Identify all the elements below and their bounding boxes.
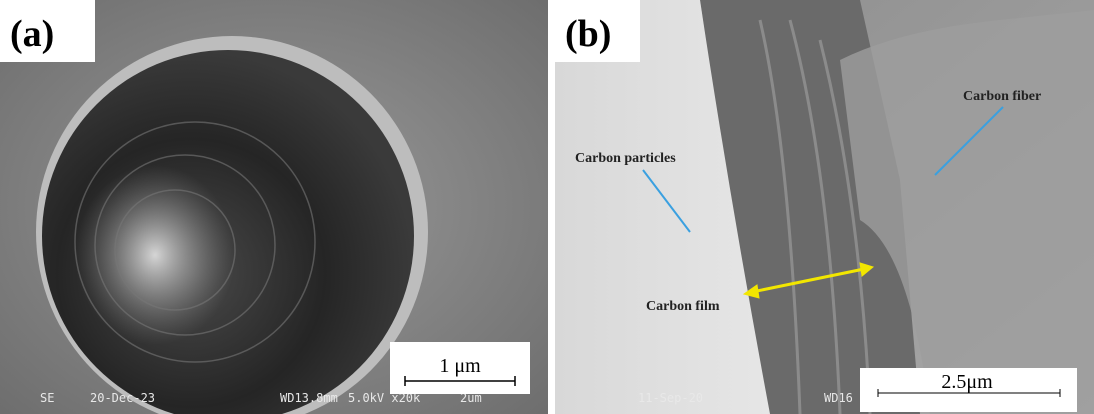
annotation: Carbon fiber [963, 89, 1041, 104]
panel-b: (b) 11-Sep-20 WD16 2.5μm Carbon particle… [555, 0, 1094, 414]
panel-a: (a) SE 20-Dec-23 WD13.8mm 5.0kV x20k 2um… [0, 0, 548, 414]
scale-bar-label: 2.5μm [941, 371, 993, 393]
panel-label: (b) [565, 13, 611, 55]
figure: (a) SE 20-Dec-23 WD13.8mm 5.0kV x20k 2um… [0, 0, 1094, 414]
sem-info: 20-Dec-23 [90, 391, 155, 405]
sem-info: WD16 [824, 391, 853, 405]
swirl [75, 165, 235, 345]
sem-info: 11-Sep-20 [638, 391, 703, 405]
annotation: Carbon particles [575, 151, 676, 166]
panel-label: (a) [10, 13, 54, 55]
sem-info: SE [40, 391, 54, 405]
sem-info: WD13.8mm [280, 391, 338, 405]
scale-bar-label: 1 μm [439, 355, 481, 377]
annotation: Carbon film [646, 299, 720, 314]
